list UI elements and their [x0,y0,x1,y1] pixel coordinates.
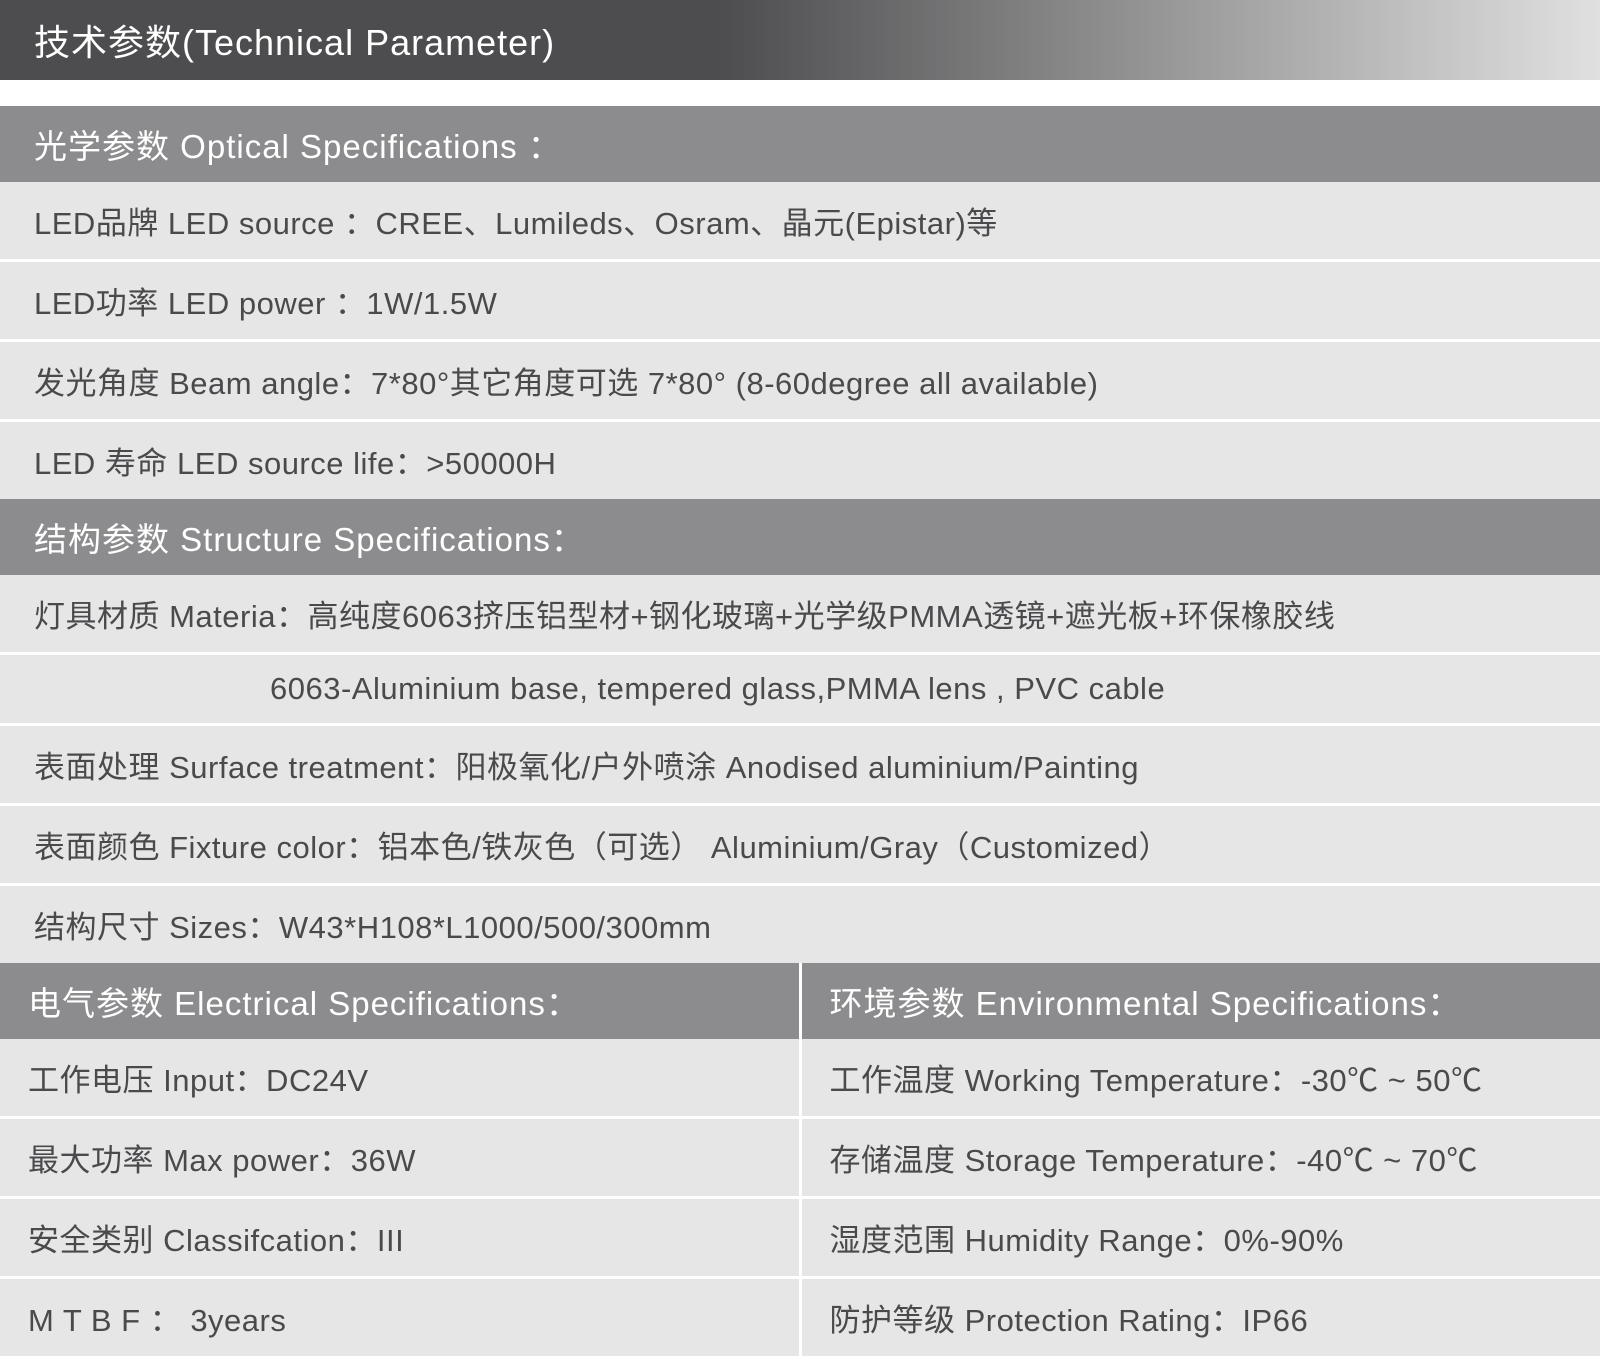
spec-row: 工作温度 Working Temperature：-30℃ ~ 50℃ [802,1039,1600,1119]
section-header-structure: 结构参数 Structure Specifications： [0,499,1600,575]
environmental-column: 环境参数 Environmental Specifications： 工作温度 … [802,963,1600,1356]
spec-row: 湿度范围 Humidity Range：0%-90% [802,1199,1600,1279]
spec-row: 表面处理 Surface treatment：阳极氧化/户外喷涂 Anodise… [0,726,1600,806]
two-column-section: 电气参数 Electrical Specifications： 工作电压 Inp… [0,963,1600,1356]
spec-row: 存储温度 Storage Temperature：-40℃ ~ 70℃ [802,1119,1600,1199]
spec-row: 发光角度 Beam angle：7*80°其它角度可选 7*80° (8-60d… [0,342,1600,422]
spec-row: LED功率 LED power ：1W/1.5W [0,262,1600,342]
spec-row: 防护等级 Protection Rating：IP66 [802,1279,1600,1356]
spec-row: 结构尺寸 Sizes：W43*H108*L1000/500/300mm [0,886,1600,963]
section-header-optical: 光学参数 Optical Specifications ： [0,106,1600,182]
electrical-column: 电气参数 Electrical Specifications： 工作电压 Inp… [0,963,802,1356]
spec-row: M T B F ： 3years [0,1279,799,1356]
page-title: 技术参数(Technical Parameter) [0,0,1600,80]
spec-row: 安全类别 Classifcation：III [0,1199,799,1279]
section-header-electrical: 电气参数 Electrical Specifications： [0,963,799,1039]
spec-row: 灯具材质 Materia：高纯度6063挤压铝型材+钢化玻璃+光学级PMMA透镜… [0,575,1600,655]
spec-row: LED 寿命 LED source life：>50000H [0,422,1600,499]
spacer [0,80,1600,106]
spec-row: LED品牌 LED source ：CREE、Lumileds、Osram、晶元… [0,182,1600,262]
spec-row: 表面颜色 Fixture color：铝本色/铁灰色（可选） Aluminium… [0,806,1600,886]
spec-row: 工作电压 Input：DC24V [0,1039,799,1119]
spec-row: 最大功率 Max power：36W [0,1119,799,1199]
section-header-environmental: 环境参数 Environmental Specifications： [802,963,1600,1039]
spec-row-continuation: 6063-Aluminium base, tempered glass,PMMA… [0,655,1600,726]
spec-sheet: 技术参数(Technical Parameter) 光学参数 Optical S… [0,0,1600,1356]
